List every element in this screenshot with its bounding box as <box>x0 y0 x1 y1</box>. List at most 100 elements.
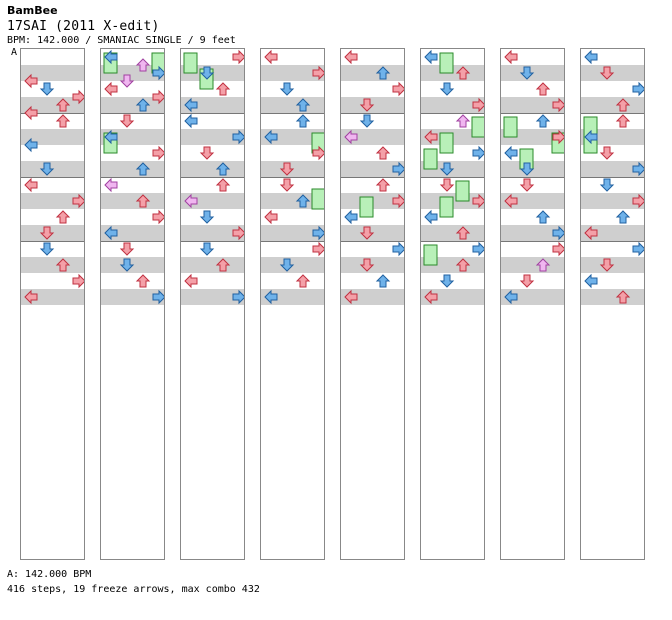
left-arrow-icon <box>424 49 438 65</box>
up-arrow-icon <box>375 66 391 80</box>
beat-stripe <box>21 289 84 305</box>
arrow-layer <box>344 49 404 305</box>
left-arrow-icon <box>104 81 118 97</box>
left-arrow-icon <box>264 49 278 65</box>
beat-stripe <box>181 257 244 273</box>
right-arrow-icon <box>472 241 484 257</box>
left-arrow-icon <box>184 273 198 289</box>
down-arrow-icon <box>39 226 55 240</box>
beat-stripe <box>501 289 564 305</box>
freeze-arrow <box>439 132 454 154</box>
up-arrow-icon <box>215 178 231 192</box>
measure-line <box>501 241 564 242</box>
chart-column <box>100 48 165 560</box>
up-arrow-icon <box>55 114 71 128</box>
left-arrow-icon <box>504 193 518 209</box>
arrow-layer <box>423 49 484 305</box>
left-arrow-icon <box>344 129 358 145</box>
down-arrow-icon <box>599 178 615 192</box>
down-arrow-icon <box>119 74 135 88</box>
freeze-arrow <box>359 196 374 218</box>
chart-column <box>340 48 405 560</box>
down-arrow-icon <box>119 242 135 256</box>
left-arrow-icon <box>24 137 38 153</box>
freeze-arrow <box>423 244 438 266</box>
beat-stripe <box>261 129 324 145</box>
left-arrow-icon <box>184 193 198 209</box>
measure-line <box>181 241 244 242</box>
beat-stripe <box>181 193 244 209</box>
up-arrow-icon <box>535 114 551 128</box>
right-arrow-icon <box>392 193 404 209</box>
left-arrow-icon <box>104 225 118 241</box>
measure-line <box>421 113 484 114</box>
down-arrow-icon <box>439 82 455 96</box>
down-arrow-icon <box>599 146 615 160</box>
beat-stripe <box>181 225 244 241</box>
left-arrow-icon <box>584 129 598 145</box>
down-arrow-icon <box>439 274 455 288</box>
arrow-layer <box>583 49 644 304</box>
down-arrow-icon <box>279 82 295 96</box>
freeze-arrow <box>471 116 484 138</box>
right-arrow-icon <box>152 65 164 81</box>
down-arrow-icon <box>599 258 615 272</box>
measure-line <box>21 113 84 114</box>
left-arrow-icon <box>24 177 38 193</box>
left-arrow-icon <box>264 129 278 145</box>
down-arrow-icon <box>119 114 135 128</box>
left-arrow-icon <box>424 129 438 145</box>
beat-stripe <box>501 225 564 241</box>
beat-stripe <box>501 193 564 209</box>
up-arrow-icon <box>55 98 71 112</box>
freeze-arrow <box>439 196 454 218</box>
down-arrow-icon <box>439 162 455 176</box>
right-arrow-icon <box>632 161 644 177</box>
left-arrow-icon <box>344 289 358 305</box>
beat-stripe <box>581 289 644 305</box>
author-name: BamBee <box>7 4 58 17</box>
down-arrow-icon <box>119 258 135 272</box>
measure-line <box>501 113 564 114</box>
beat-stripe <box>581 161 644 177</box>
left-arrow-icon <box>584 49 598 65</box>
right-arrow-icon <box>152 209 164 225</box>
right-arrow-icon <box>552 129 564 145</box>
right-arrow-icon <box>152 89 164 105</box>
left-arrow-icon <box>184 113 198 129</box>
right-arrow-icon <box>72 273 84 289</box>
freeze-arrow <box>439 52 454 74</box>
right-arrow-icon <box>232 129 244 145</box>
beat-stripe <box>21 97 84 113</box>
beat-stripe <box>261 193 324 209</box>
up-arrow-icon <box>135 194 151 208</box>
left-arrow-icon <box>264 209 278 225</box>
up-arrow-icon <box>455 114 471 128</box>
up-arrow-icon <box>375 274 391 288</box>
beat-stripe <box>21 65 84 81</box>
up-arrow-icon <box>615 98 631 112</box>
measure-line <box>341 241 404 242</box>
down-arrow-icon <box>39 242 55 256</box>
down-arrow-icon <box>519 162 535 176</box>
chart-info: BPM: 142.000 / SMANIAC SINGLE / 9 feet <box>7 35 236 46</box>
left-arrow-icon <box>24 73 38 89</box>
left-arrow-icon <box>344 49 358 65</box>
measure-line <box>21 177 84 178</box>
up-arrow-icon <box>295 114 311 128</box>
right-arrow-icon <box>312 241 324 257</box>
chart-stats: 416 steps, 19 freeze arrows, max combo 4… <box>7 584 260 595</box>
measure-line <box>341 113 404 114</box>
left-arrow-icon <box>104 177 118 193</box>
down-arrow-icon <box>279 258 295 272</box>
left-arrow-icon <box>584 273 598 289</box>
up-arrow-icon <box>535 210 551 224</box>
chart-column <box>500 48 565 560</box>
up-arrow-icon <box>615 290 631 304</box>
right-arrow-icon <box>392 81 404 97</box>
left-arrow-icon <box>424 209 438 225</box>
arrow-layer <box>183 49 244 305</box>
beat-stripe <box>341 161 404 177</box>
left-arrow-icon <box>504 49 518 65</box>
down-arrow-icon <box>199 210 215 224</box>
